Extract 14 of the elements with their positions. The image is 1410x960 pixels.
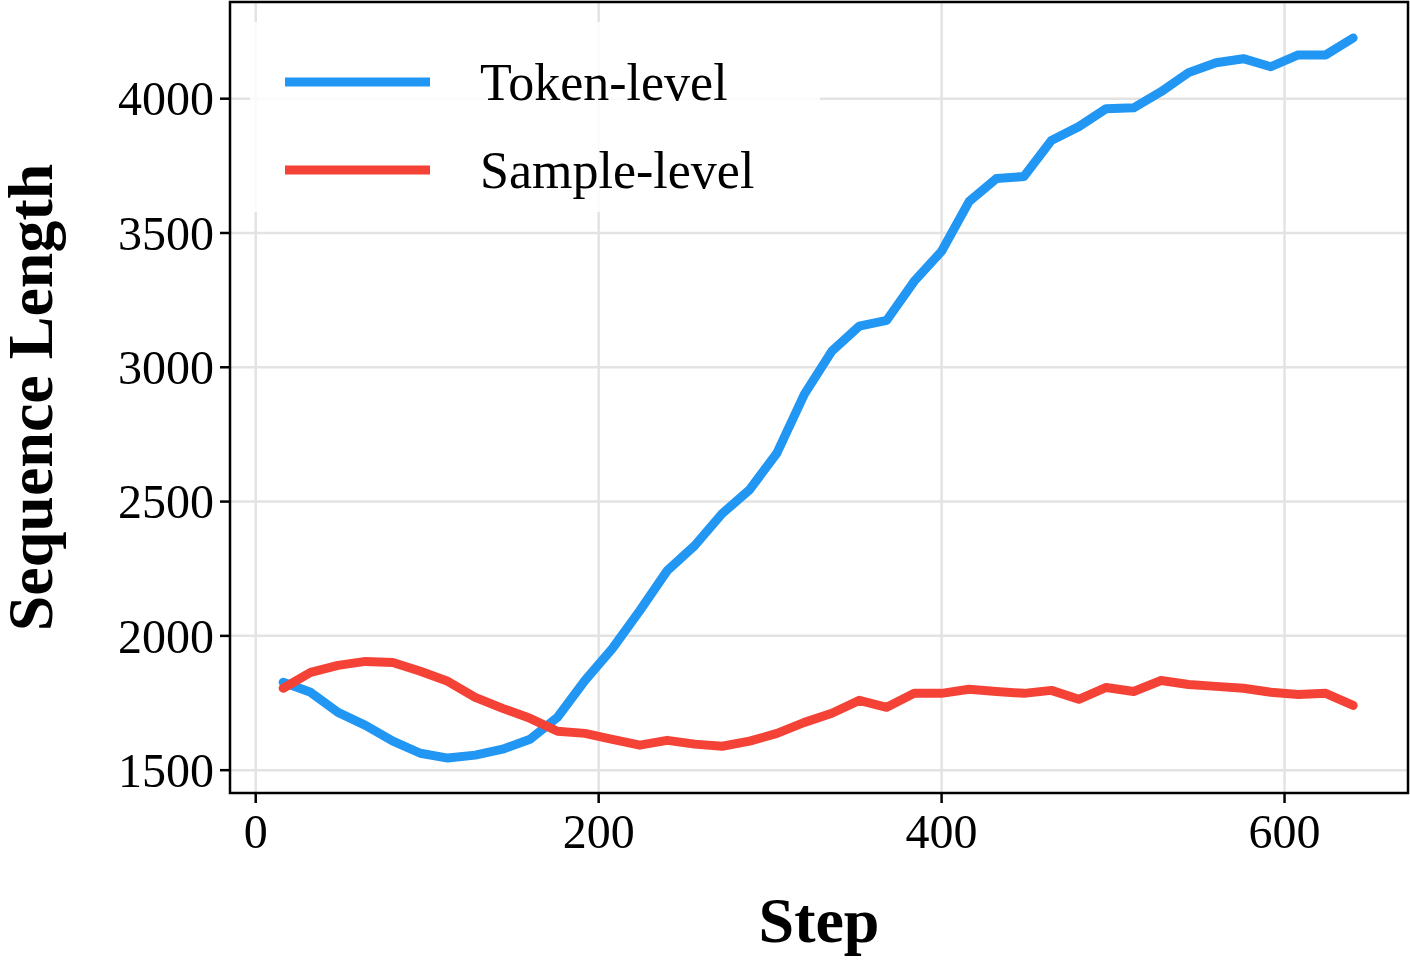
x-axis-title: Step: [758, 885, 880, 956]
y-tick-label: 3500: [118, 206, 214, 260]
legend-label: Token-level: [480, 54, 728, 112]
y-tick-label: 1500: [118, 743, 214, 797]
y-tick-label: 2000: [118, 609, 214, 663]
x-tick-label: 0: [243, 805, 268, 858]
x-tick-label: 200: [562, 805, 635, 858]
y-tick-label: 3000: [118, 341, 214, 395]
legend-label: Sample-level: [480, 142, 755, 200]
y-tick-label: 4000: [118, 72, 214, 126]
y-tick-label: 2500: [118, 475, 214, 529]
y-axis-title: Sequence Length: [0, 163, 66, 632]
x-tick-label: 600: [1248, 805, 1321, 858]
x-tick-label: 400: [905, 805, 978, 858]
